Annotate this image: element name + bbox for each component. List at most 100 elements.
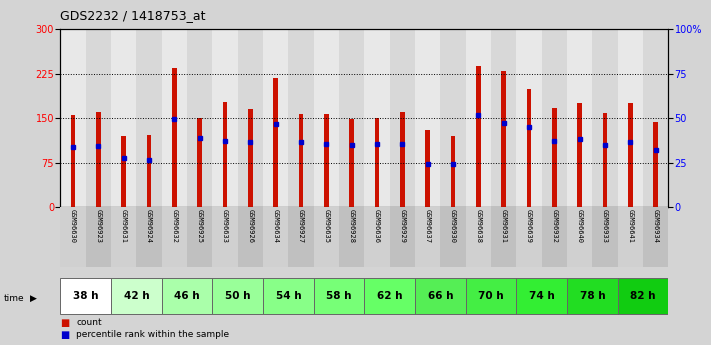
Bar (96, 112, 101, 207)
Text: 62 h: 62 h (377, 291, 402, 301)
Bar (111, 29, 137, 207)
Bar (618, 278, 668, 314)
Text: percentile rank within the sample: percentile rank within the sample (76, 330, 229, 339)
Text: time: time (4, 294, 24, 303)
Bar (527, 89, 531, 207)
Bar (390, 29, 415, 207)
Bar (213, 29, 237, 207)
Bar (415, 278, 466, 314)
Text: GSM96928: GSM96928 (348, 209, 355, 243)
Bar (400, 112, 405, 207)
Text: GSM96633: GSM96633 (222, 209, 228, 243)
Text: GSM96926: GSM96926 (247, 209, 253, 243)
Bar (542, 29, 567, 207)
Text: GSM96632: GSM96632 (171, 209, 178, 243)
Bar (552, 108, 557, 207)
Bar (289, 29, 314, 207)
Bar (162, 29, 187, 207)
Text: GSM96640: GSM96640 (577, 209, 583, 243)
Bar (628, 103, 633, 207)
Bar (146, 135, 151, 207)
Bar (440, 29, 466, 207)
Bar (592, 29, 618, 207)
Bar (425, 130, 430, 207)
Text: 50 h: 50 h (225, 291, 250, 301)
Text: GSM96932: GSM96932 (551, 209, 557, 243)
Bar (516, 207, 542, 267)
Bar (618, 29, 643, 207)
Bar (198, 118, 202, 207)
Bar (415, 29, 440, 207)
Bar (314, 29, 339, 207)
Bar (314, 278, 364, 314)
Text: GSM96631: GSM96631 (121, 209, 127, 243)
Bar (314, 207, 339, 267)
Bar (263, 29, 289, 207)
Bar (491, 29, 516, 207)
Bar (137, 207, 162, 267)
Bar (643, 29, 668, 207)
Bar (516, 29, 542, 207)
Bar (60, 29, 86, 207)
Text: GDS2232 / 1418753_at: GDS2232 / 1418753_at (60, 9, 206, 22)
Bar (592, 29, 618, 207)
Bar (213, 29, 237, 207)
Bar (603, 114, 607, 207)
Bar (274, 78, 278, 207)
Text: GSM96637: GSM96637 (424, 209, 431, 243)
Bar (476, 66, 481, 207)
Text: GSM96924: GSM96924 (146, 209, 152, 243)
Bar (466, 29, 491, 207)
Bar (451, 136, 455, 207)
Bar (516, 29, 542, 207)
Text: GSM96929: GSM96929 (400, 209, 405, 243)
Bar (364, 207, 390, 267)
Bar (263, 29, 289, 207)
Text: ▶: ▶ (30, 294, 37, 303)
Text: 46 h: 46 h (174, 291, 200, 301)
Bar (415, 207, 440, 267)
Text: 82 h: 82 h (630, 291, 656, 301)
Bar (237, 207, 263, 267)
Bar (466, 29, 491, 207)
Bar (187, 29, 213, 207)
Bar (137, 29, 162, 207)
Text: GSM96636: GSM96636 (374, 209, 380, 243)
Bar (339, 207, 365, 267)
Bar (111, 29, 137, 207)
Bar (349, 119, 354, 207)
Text: ■: ■ (60, 330, 70, 339)
Bar (516, 278, 567, 314)
Text: 38 h: 38 h (73, 291, 99, 301)
Text: GSM96923: GSM96923 (95, 209, 102, 243)
Bar (364, 278, 415, 314)
Bar (162, 278, 213, 314)
Bar (440, 29, 466, 207)
Bar (237, 29, 263, 207)
Bar (162, 207, 187, 267)
Bar (299, 114, 304, 207)
Bar (289, 207, 314, 267)
Text: GSM96634: GSM96634 (273, 209, 279, 243)
Bar (491, 29, 516, 207)
Bar (390, 207, 415, 267)
Bar (577, 104, 582, 207)
Bar (592, 207, 618, 267)
Bar (223, 101, 228, 207)
Bar (567, 29, 592, 207)
Bar (324, 114, 328, 207)
Text: GSM96635: GSM96635 (324, 209, 329, 243)
Text: GSM96630: GSM96630 (70, 209, 76, 243)
Bar (213, 278, 263, 314)
Bar (162, 29, 187, 207)
Bar (60, 207, 86, 267)
Text: GSM96930: GSM96930 (450, 209, 456, 243)
Bar (339, 29, 365, 207)
Bar (567, 278, 618, 314)
Bar (501, 71, 506, 207)
Text: GSM96933: GSM96933 (602, 209, 608, 243)
Bar (60, 29, 86, 207)
Bar (542, 29, 567, 207)
Bar (187, 207, 213, 267)
Text: GSM96934: GSM96934 (653, 209, 658, 243)
